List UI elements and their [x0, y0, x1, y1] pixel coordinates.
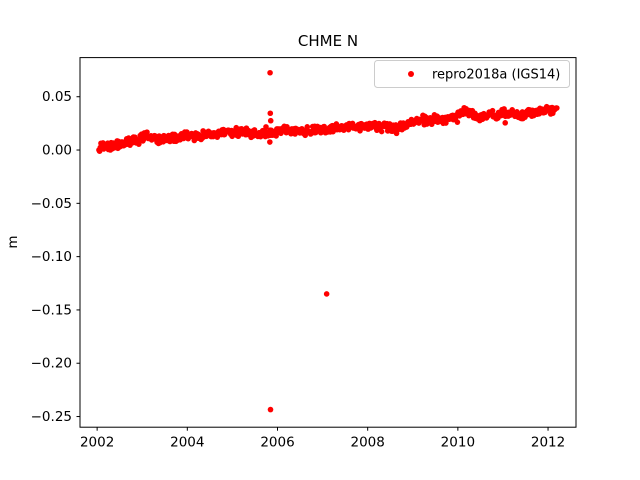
scatter-point [502, 120, 509, 126]
y-tick-label: −0.20 [31, 356, 72, 372]
scatter-point [267, 117, 274, 124]
axes-spines [79, 57, 577, 428]
y-axis-label: m [5, 235, 21, 248]
plot-title: CHME N [298, 32, 358, 50]
x-tick-label: 2008 [351, 435, 385, 451]
scatter-point [489, 107, 496, 114]
x-tick-label: 2012 [531, 435, 565, 451]
legend-label: repro2018a (IGS14) [432, 68, 560, 83]
x-tick-label: 2002 [80, 435, 114, 451]
scatter-point [229, 133, 235, 140]
x-tick-label: 2004 [170, 435, 204, 451]
scatter-point [267, 69, 273, 76]
x-tick-label: 2006 [260, 435, 294, 451]
scatter-series [96, 69, 560, 413]
x-tick-label: 2010 [441, 435, 475, 451]
axes: 2002 2004 2006 2008 2010 2012 0.05 0.00 −0.05 −0.… [31, 57, 577, 451]
scatter-point [263, 124, 269, 130]
scatter-point [267, 139, 273, 145]
scatter-point [323, 291, 330, 297]
legend-marker-icon [408, 71, 414, 77]
y-tick-label: 0.00 [42, 143, 72, 159]
scatter-point [144, 129, 150, 135]
scatter-point [267, 406, 274, 413]
scatter-point [443, 120, 449, 126]
y-tick-label: −0.15 [31, 302, 72, 318]
scatter-point [267, 110, 274, 117]
y-tick-label: −0.25 [31, 409, 72, 425]
y-tick-label: 0.05 [42, 89, 72, 105]
scatter-point [378, 128, 385, 135]
scatter-point [454, 119, 461, 125]
y-tick-label: −0.05 [31, 196, 72, 212]
legend-box [374, 60, 570, 88]
y-tick-label: −0.10 [31, 249, 72, 265]
legend: repro2018a (IGS14) [374, 60, 570, 88]
scatter-point [554, 105, 560, 111]
